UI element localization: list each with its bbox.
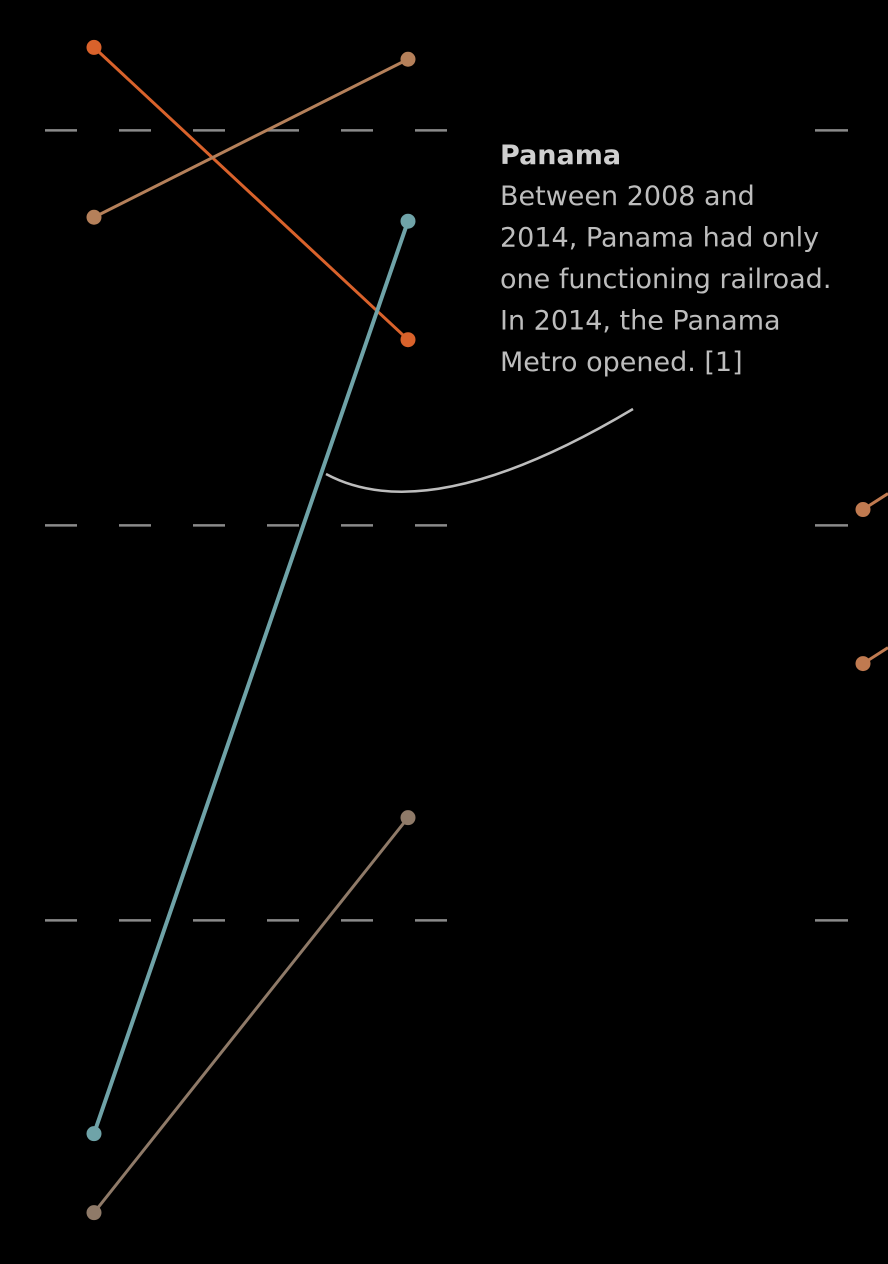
point	[855, 502, 871, 518]
annotation-line: In 2014, the Panama	[500, 306, 781, 337]
point	[400, 332, 416, 348]
annotation-connector	[325, 407, 634, 493]
point	[855, 656, 871, 672]
point	[400, 213, 416, 229]
point	[400, 810, 416, 826]
annotation-line: Between 2008 and	[500, 181, 755, 212]
annotation-line: Metro opened. [1]	[500, 347, 743, 378]
point	[86, 1126, 102, 1142]
slope-line	[92, 220, 410, 1135]
slope-line	[92, 46, 410, 341]
slope-line	[92, 816, 410, 1214]
annotation-line: one functioning railroad.	[500, 264, 831, 295]
slope-line	[93, 57, 409, 219]
point	[86, 209, 102, 225]
point	[86, 1205, 102, 1221]
annotation-title: Panama	[500, 140, 621, 171]
point	[86, 39, 102, 55]
annotation-line: 2014, Panama had only	[500, 223, 819, 254]
point	[400, 51, 416, 67]
